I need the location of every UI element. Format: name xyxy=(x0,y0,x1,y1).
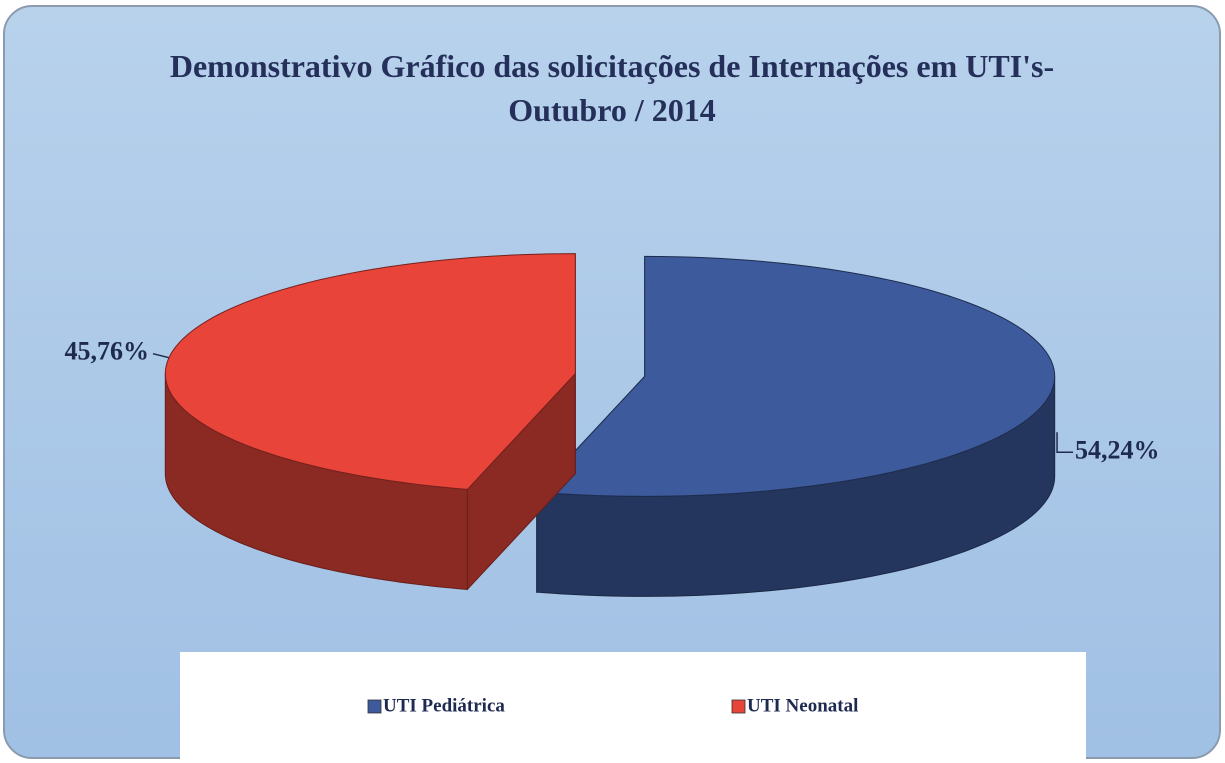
leader-line xyxy=(1056,432,1074,454)
data-label: 45,76% xyxy=(64,337,149,366)
legend: UTI Pediátrica UTI Neonatal xyxy=(367,695,858,716)
legend-box xyxy=(180,652,1086,760)
slice xyxy=(535,255,1056,497)
data-label: 54,24% xyxy=(1075,435,1160,464)
chart-title: Demonstrativo Gráfico das solicitações d… xyxy=(169,48,1055,128)
legend-swatch xyxy=(367,699,382,714)
leader-line xyxy=(152,352,170,359)
legend-label: UTI Neonatal xyxy=(747,695,858,716)
pie: 54,24% 45,76% xyxy=(64,253,1160,597)
legend-label: UTI Pediátrica xyxy=(383,695,505,716)
legend-swatch xyxy=(731,699,746,714)
